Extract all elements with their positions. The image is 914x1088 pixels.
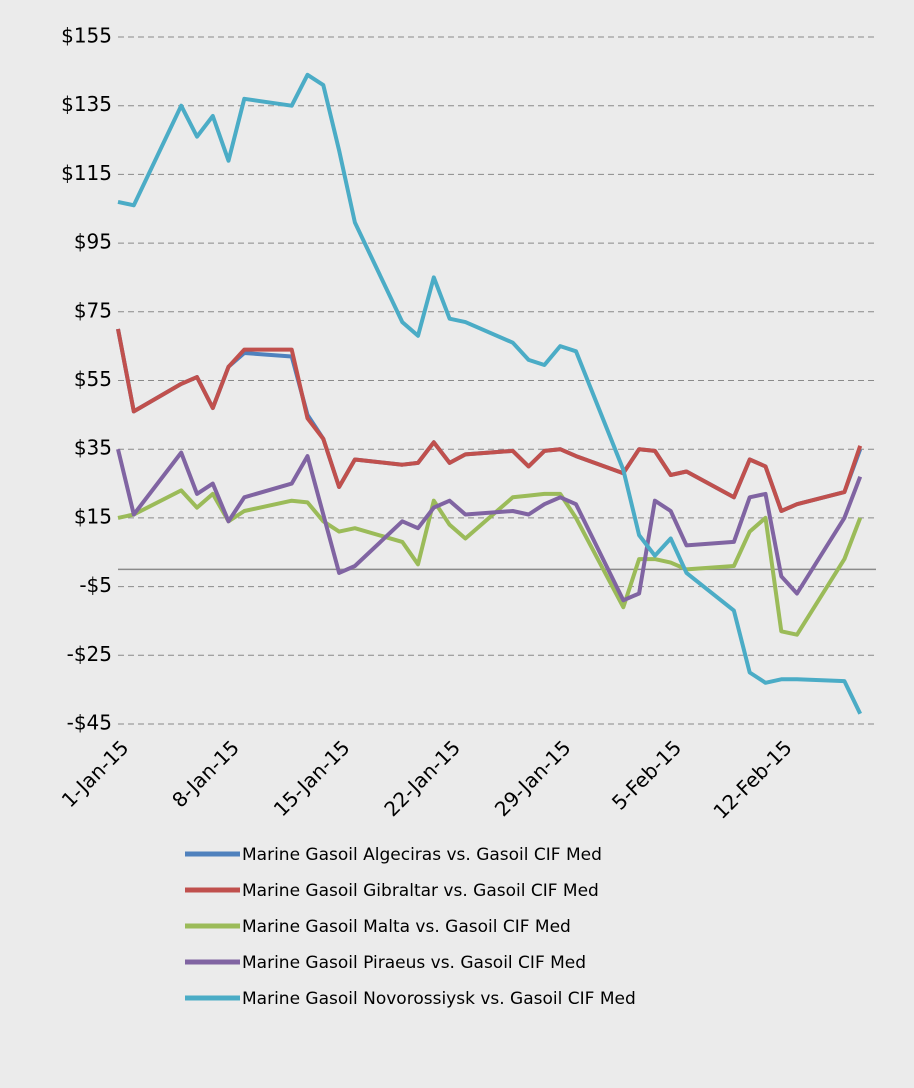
- x-tick-label: 5-Feb-15: [607, 735, 686, 814]
- y-tick-label: $15: [74, 504, 112, 528]
- series-line: [116, 448, 863, 603]
- legend-label: Marine Gasoil Piraeus vs. Gasoil CIF Med: [242, 953, 586, 973]
- series-line: [116, 328, 863, 513]
- legend-label: Marine Gasoil Algeciras vs. Gasoil CIF M…: [242, 845, 602, 865]
- x-tick-label: 29-Jan-15: [490, 735, 576, 821]
- y-tick-label: -$25: [67, 642, 112, 666]
- series-line: [117, 488, 863, 637]
- y-tick-label: -$45: [67, 711, 112, 735]
- y-tick-label: $135: [61, 92, 112, 116]
- y-tick-label: $55: [74, 367, 112, 391]
- y-tick-label: $115: [61, 161, 112, 185]
- y-tick-label: $35: [74, 436, 112, 460]
- series-line: [117, 72, 862, 715]
- y-tick-label: $75: [74, 298, 112, 322]
- legend-label: Marine Gasoil Novorossiysk vs. Gasoil CI…: [242, 989, 636, 1009]
- legend-label: Marine Gasoil Gibraltar vs. Gasoil CIF M…: [242, 881, 599, 901]
- x-tick-label: 22-Jan-15: [379, 735, 465, 821]
- x-tick-label: 8-Jan-15: [167, 735, 244, 812]
- x-tick-label: 12-Feb-15: [708, 735, 796, 823]
- y-tick-label: $155: [61, 24, 112, 48]
- x-tick-label: 1-Jan-15: [57, 735, 134, 812]
- series-line: [116, 328, 863, 513]
- y-tick-label: -$5: [79, 573, 112, 597]
- legend-label: Marine Gasoil Malta vs. Gasoil CIF Med: [242, 917, 571, 937]
- y-tick-label: $95: [74, 230, 112, 254]
- x-tick-label: 15-Jan-15: [269, 735, 355, 821]
